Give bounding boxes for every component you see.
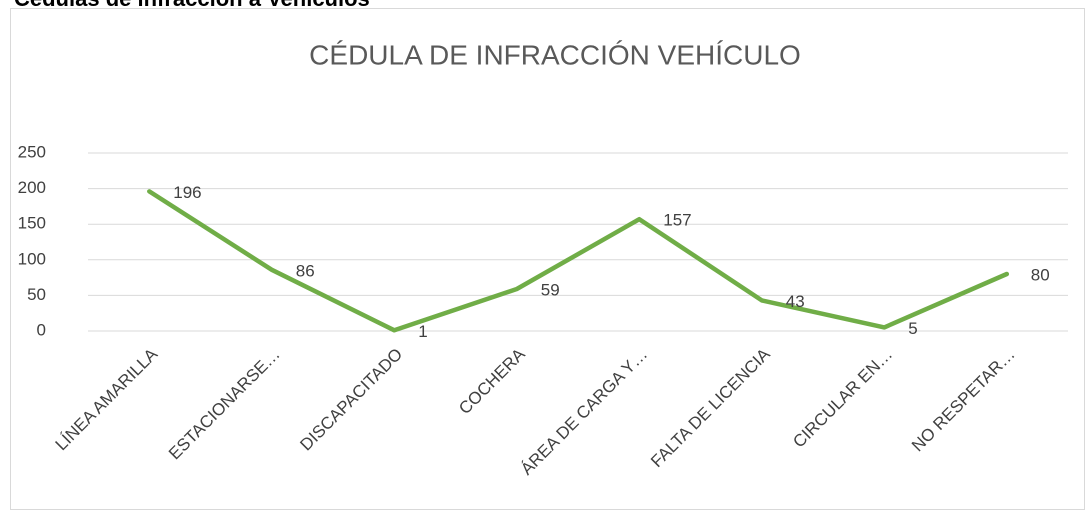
y-tick-label: 250 — [18, 142, 46, 161]
chart-title: CÉDULA DE INFRACCIÓN VEHÍCULO — [309, 39, 801, 70]
y-tick-label: 50 — [27, 285, 46, 304]
page-heading: Cédulas de infracción a Vehículos — [14, 0, 370, 12]
data-label: 43 — [786, 292, 805, 311]
data-label: 86 — [296, 261, 315, 280]
y-tick-label: 200 — [18, 178, 46, 197]
data-label: 80 — [1031, 266, 1050, 285]
data-line — [147, 189, 1010, 333]
data-label: 1 — [418, 322, 427, 341]
data-label: 5 — [908, 319, 917, 338]
y-tick-label: 0 — [37, 320, 46, 339]
data-label: 196 — [173, 183, 201, 202]
y-tick-label: 150 — [18, 214, 46, 233]
chart-frame — [10, 8, 1085, 510]
y-tick-label: 100 — [18, 249, 46, 268]
data-label: 157 — [663, 211, 691, 230]
data-label: 59 — [541, 280, 560, 299]
